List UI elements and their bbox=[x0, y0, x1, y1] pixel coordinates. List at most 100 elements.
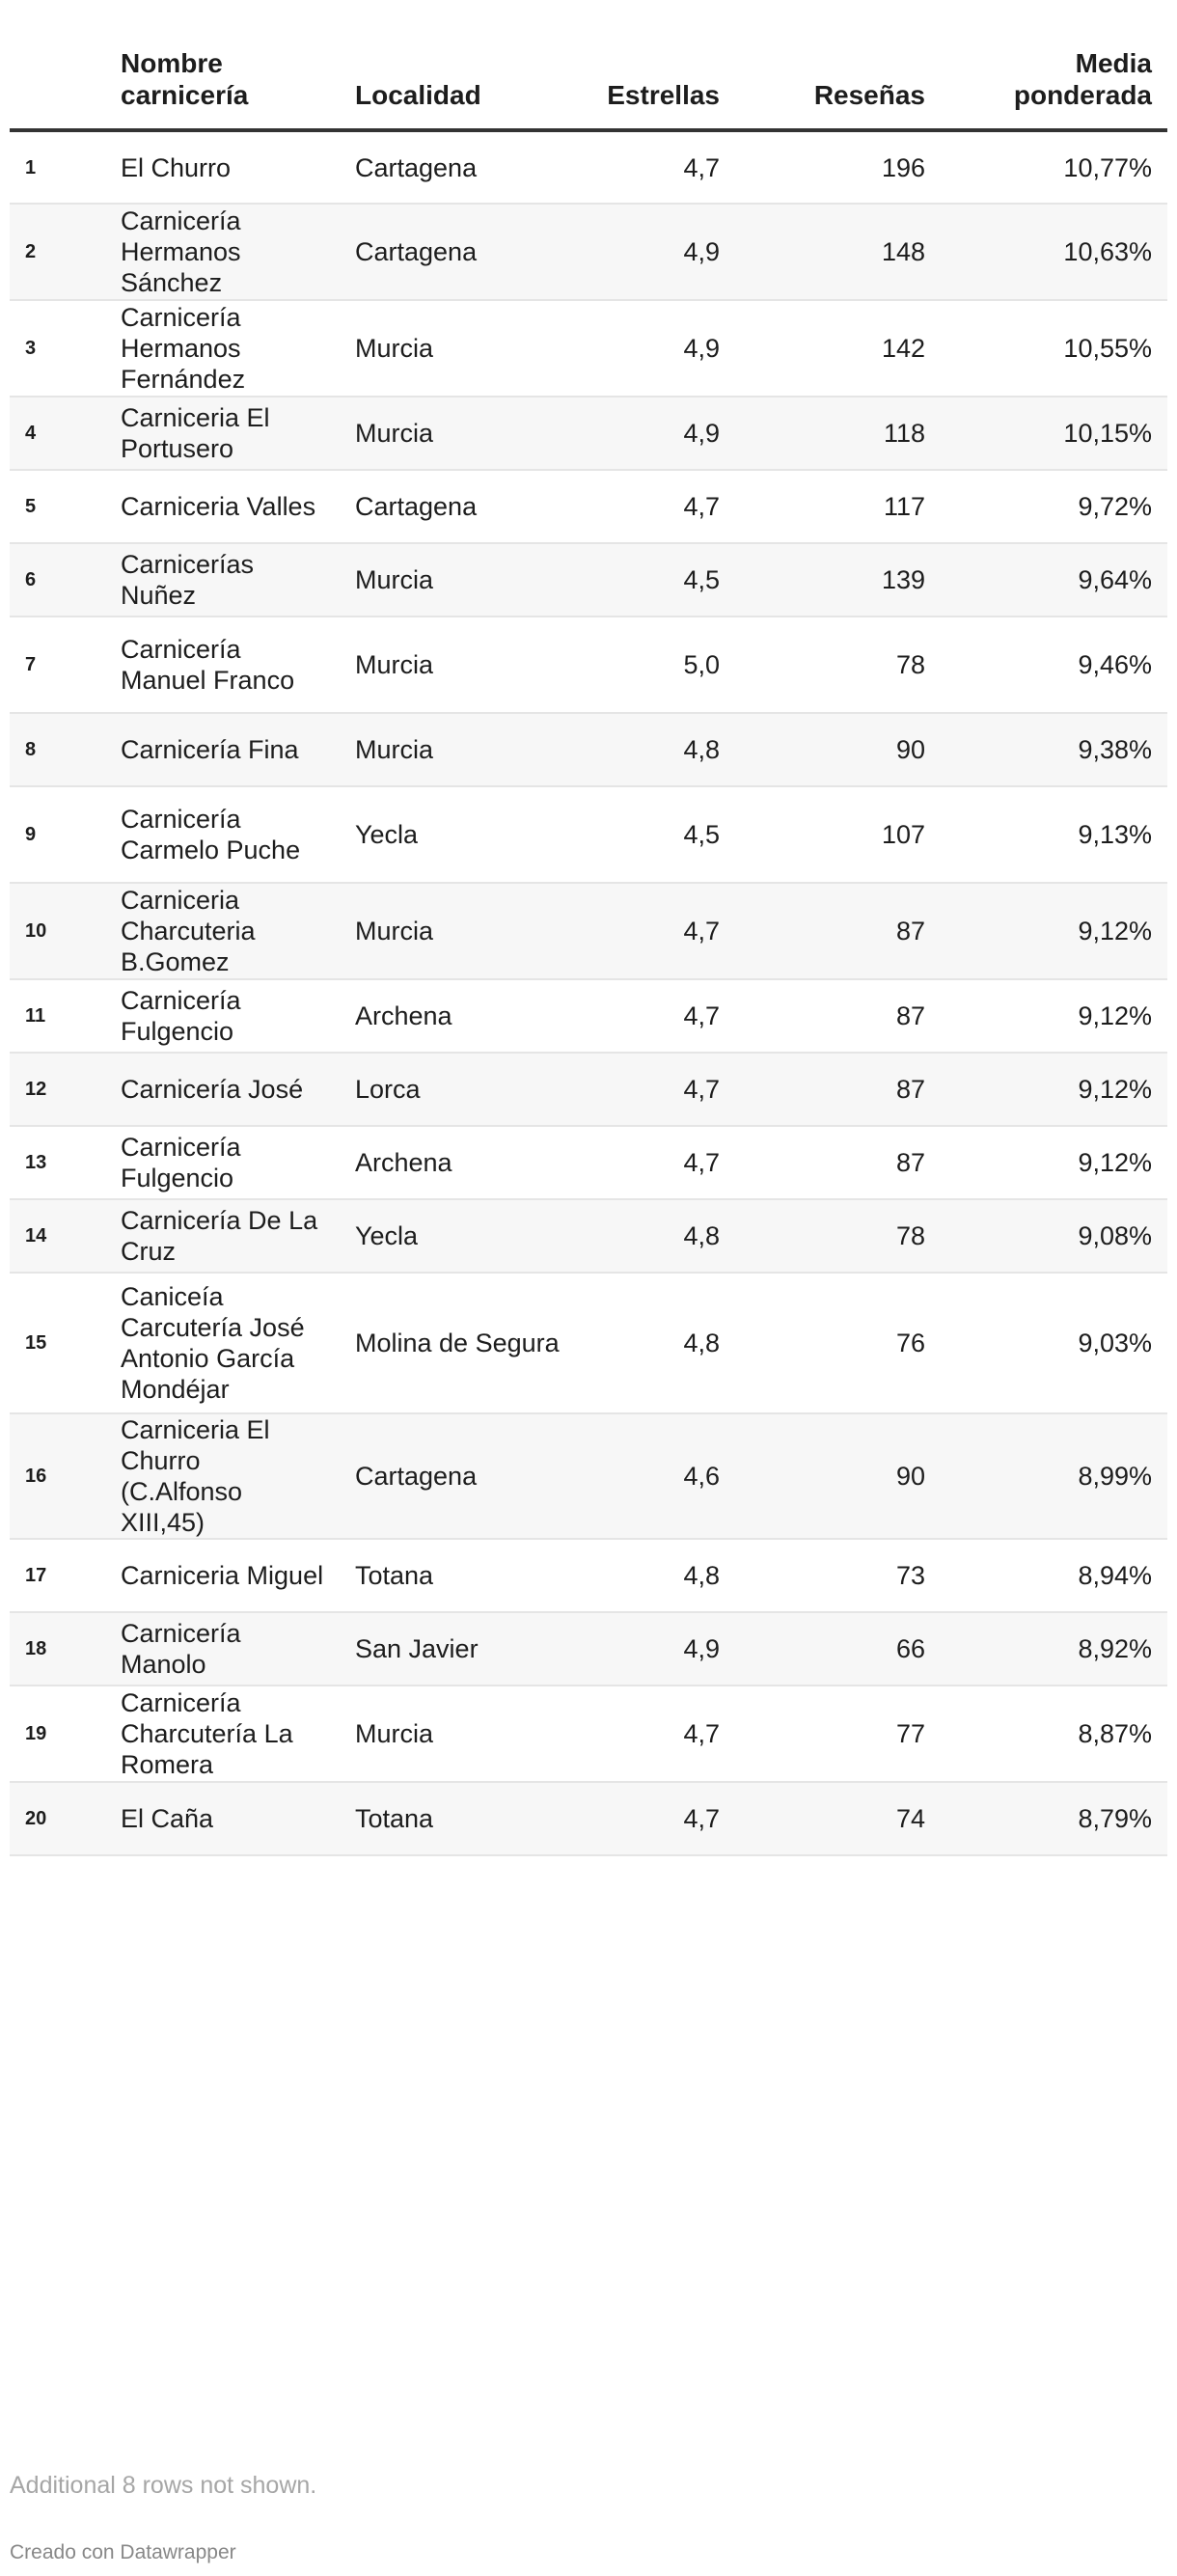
row-weighted-average: 10,63% bbox=[941, 204, 1167, 301]
row-stars: 4,7 bbox=[590, 470, 735, 544]
row-stars: 4,7 bbox=[590, 130, 735, 205]
row-rank: 4 bbox=[10, 397, 105, 471]
row-stars: 4,7 bbox=[590, 1782, 735, 1856]
row-stars: 4,7 bbox=[590, 1685, 735, 1783]
row-reviews: 139 bbox=[735, 543, 941, 617]
row-weighted-average: 9,08% bbox=[941, 1199, 1167, 1274]
table-body: 1 El Churro Cartagena 4,7 196 10,77% 2 Carnicer… bbox=[10, 130, 1167, 1856]
row-rank: 11 bbox=[10, 979, 105, 1054]
row-name: Carnicería Manolo bbox=[105, 1612, 340, 1686]
table-row: 1 El Churro Cartagena 4,7 196 10,77% bbox=[10, 130, 1167, 205]
row-rank: 3 bbox=[10, 300, 105, 397]
row-stars: 4,5 bbox=[590, 543, 735, 617]
row-weighted-average: 8,87% bbox=[941, 1685, 1167, 1783]
row-stars: 4,8 bbox=[590, 1539, 735, 1613]
header-stars[interactable]: Estrellas bbox=[590, 0, 735, 132]
row-name: Carniceria El Portusero bbox=[105, 397, 340, 471]
table-row: 17 Carniceria Miguel Totana 4,8 73 8,94% bbox=[10, 1539, 1167, 1613]
row-name: Carniceria Valles bbox=[105, 470, 340, 544]
table-row: 20 El Caña Totana 4,7 74 8,79% bbox=[10, 1782, 1167, 1856]
row-name: Carniceria El Churro (C.Alfonso XIII,45) bbox=[105, 1413, 340, 1540]
row-locality: Murcia bbox=[340, 300, 590, 397]
header-name[interactable]: Nombre carnicería bbox=[105, 0, 340, 132]
row-rank: 5 bbox=[10, 470, 105, 544]
row-weighted-average: 9,38% bbox=[941, 713, 1167, 787]
row-weighted-average: 10,77% bbox=[941, 130, 1167, 205]
row-reviews: 78 bbox=[735, 1199, 941, 1274]
row-locality: Cartagena bbox=[340, 1413, 590, 1540]
row-name: Carnicería De La Cruz bbox=[105, 1199, 340, 1274]
row-weighted-average: 9,12% bbox=[941, 883, 1167, 980]
row-stars: 4,9 bbox=[590, 397, 735, 471]
header-weighted-average[interactable]: Media ponderada bbox=[941, 0, 1167, 132]
row-reviews: 90 bbox=[735, 713, 941, 787]
row-name: Carnicerías Nuñez bbox=[105, 543, 340, 617]
row-reviews: 90 bbox=[735, 1413, 941, 1540]
row-name: Carnicería Fina bbox=[105, 713, 340, 787]
row-stars: 4,8 bbox=[590, 1273, 735, 1414]
row-stars: 4,7 bbox=[590, 1053, 735, 1127]
row-rank: 6 bbox=[10, 543, 105, 617]
row-weighted-average: 9,46% bbox=[941, 617, 1167, 714]
row-stars: 4,9 bbox=[590, 1612, 735, 1686]
row-rank: 1 bbox=[10, 130, 105, 205]
table-row: 4 Carniceria El Portusero Murcia 4,9 118 10,1… bbox=[10, 397, 1167, 471]
row-name: Carnicería Hermanos Fernández bbox=[105, 300, 340, 397]
row-weighted-average: 10,15% bbox=[941, 397, 1167, 471]
header-reviews[interactable]: Reseñas bbox=[735, 0, 941, 132]
ranking-table-container: Nombre carnicería Localidad Estrellas Re… bbox=[10, 0, 1167, 1856]
datawrapper-credit[interactable]: Creado con Datawrapper bbox=[10, 2541, 236, 2563]
table-row: 13 Carnicería Fulgencio Archena 4,7 87 9,12% bbox=[10, 1126, 1167, 1200]
row-stars: 4,7 bbox=[590, 1126, 735, 1200]
table-row: 3 Carnicería Hermanos Fernández Murcia 4,9 1… bbox=[10, 300, 1167, 397]
row-rank: 15 bbox=[10, 1273, 105, 1414]
row-stars: 4,8 bbox=[590, 1199, 735, 1274]
row-weighted-average: 9,13% bbox=[941, 786, 1167, 884]
row-locality: Totana bbox=[340, 1539, 590, 1613]
row-locality: Murcia bbox=[340, 713, 590, 787]
row-rank: 19 bbox=[10, 1685, 105, 1783]
table-row: 16 Carniceria El Churro (C.Alfonso XIII,4… bbox=[10, 1413, 1167, 1540]
row-reviews: 77 bbox=[735, 1685, 941, 1783]
table-row: 14 Carnicería De La Cruz Yecla 4,8 78 9,08% bbox=[10, 1199, 1167, 1274]
table-row: 8 Carnicería Fina Murcia 4,8 90 9,38% bbox=[10, 713, 1167, 787]
row-weighted-average: 9,03% bbox=[941, 1273, 1167, 1414]
table-row: 15 Caniceía Carcutería José Antonio Garcí… bbox=[10, 1273, 1167, 1414]
header-rank[interactable] bbox=[10, 0, 105, 132]
row-name: Caniceía Carcutería José Antonio García … bbox=[105, 1273, 340, 1414]
row-locality: Murcia bbox=[340, 617, 590, 714]
row-rank: 20 bbox=[10, 1782, 105, 1856]
table-row: 7 Carnicería Manuel Franco Murcia 5,0 78 9,46… bbox=[10, 617, 1167, 714]
row-reviews: 87 bbox=[735, 1126, 941, 1200]
row-weighted-average: 10,55% bbox=[941, 300, 1167, 397]
row-locality: Yecla bbox=[340, 1199, 590, 1274]
table-row: 5 Carniceria Valles Cartagena 4,7 117 9,72% bbox=[10, 470, 1167, 544]
row-name: Carnicería Carmelo Puche bbox=[105, 786, 340, 884]
row-stars: 4,7 bbox=[590, 979, 735, 1054]
row-stars: 4,9 bbox=[590, 204, 735, 301]
row-rank: 10 bbox=[10, 883, 105, 980]
row-name: Carnicería Manuel Franco bbox=[105, 617, 340, 714]
row-stars: 4,6 bbox=[590, 1413, 735, 1540]
row-reviews: 196 bbox=[735, 130, 941, 205]
table-row: 6 Carnicerías Nuñez Murcia 4,5 139 9,64% bbox=[10, 543, 1167, 617]
row-locality: Cartagena bbox=[340, 470, 590, 544]
row-name: El Caña bbox=[105, 1782, 340, 1856]
row-name: Carniceria Charcuteria B.Gomez bbox=[105, 883, 340, 980]
row-locality: Archena bbox=[340, 979, 590, 1054]
row-reviews: 142 bbox=[735, 300, 941, 397]
row-name: Carnicería Charcutería La Romera bbox=[105, 1685, 340, 1783]
table-row: 10 Carniceria Charcuteria B.Gomez Murcia 4,… bbox=[10, 883, 1167, 980]
row-rank: 14 bbox=[10, 1199, 105, 1274]
row-reviews: 87 bbox=[735, 883, 941, 980]
row-weighted-average: 8,79% bbox=[941, 1782, 1167, 1856]
row-rank: 13 bbox=[10, 1126, 105, 1200]
header-locality[interactable]: Localidad bbox=[340, 0, 590, 132]
row-weighted-average: 9,12% bbox=[941, 1053, 1167, 1127]
row-weighted-average: 8,92% bbox=[941, 1612, 1167, 1686]
row-locality: Murcia bbox=[340, 397, 590, 471]
row-locality: Totana bbox=[340, 1782, 590, 1856]
row-reviews: 78 bbox=[735, 617, 941, 714]
row-rank: 18 bbox=[10, 1612, 105, 1686]
row-reviews: 66 bbox=[735, 1612, 941, 1686]
